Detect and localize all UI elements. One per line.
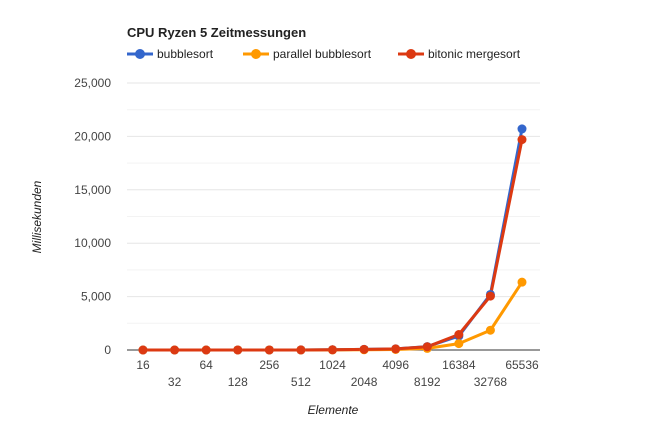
- x-tick-label: 64: [199, 358, 213, 372]
- x-tick-label: 65536: [505, 358, 539, 372]
- data-point: [201, 345, 211, 355]
- x-tick-label: 1024: [319, 358, 346, 372]
- x-tick-label: 256: [259, 358, 279, 372]
- gridlines: [127, 82, 540, 351]
- data-point: [517, 135, 527, 145]
- x-tick-label: 8192: [414, 375, 441, 389]
- data-point: [517, 124, 527, 134]
- y-tick-label: 20,000: [74, 129, 111, 143]
- data-point: [233, 345, 243, 355]
- data-point: [454, 330, 464, 340]
- legend-marker: [406, 49, 416, 59]
- y-tick-label: 25,000: [74, 76, 111, 90]
- legend-item-0: bubblesort: [127, 47, 214, 61]
- series-line-1: [143, 281, 524, 352]
- data-point: [422, 342, 432, 352]
- data-point: [454, 339, 464, 349]
- data-point: [296, 345, 306, 355]
- y-tick-label: 10,000: [74, 236, 111, 250]
- x-axis-title: Elemente: [308, 403, 359, 417]
- legend-label: parallel bubblesort: [273, 47, 372, 61]
- x-tick-label: 16: [136, 358, 150, 372]
- data-point: [485, 291, 495, 301]
- legend-item-2: bitonic mergesort: [398, 47, 521, 61]
- data-point: [328, 345, 337, 355]
- data-point: [517, 277, 527, 287]
- data-point: [391, 344, 401, 354]
- y-tick-label: 5,000: [81, 290, 111, 304]
- x-tick-label: 4096: [382, 358, 409, 372]
- legend-marker: [251, 49, 261, 59]
- legend-item-1: parallel bubblesort: [243, 47, 372, 61]
- legend-marker: [135, 49, 145, 59]
- x-tick-label: 16384: [442, 358, 476, 372]
- x-tick-label: 512: [291, 375, 311, 389]
- data-point: [170, 345, 180, 355]
- x-tick-label: 2048: [351, 375, 378, 389]
- data-point: [359, 344, 369, 354]
- x-tick-label: 128: [228, 375, 248, 389]
- x-tick-label: 32768: [474, 375, 508, 389]
- data-point: [138, 345, 148, 355]
- series-points: [138, 124, 527, 355]
- legend: bubblesort parallel bubblesort bitonic mer…: [127, 47, 521, 61]
- chart-title: CPU Ryzen 5 Zeitmessungen: [127, 25, 306, 40]
- x-tick-label: 32: [168, 375, 182, 389]
- y-axis-title: Millisekunden: [30, 180, 44, 253]
- legend-label: bubblesort: [157, 47, 214, 61]
- series-lines: [143, 128, 524, 352]
- legend-label: bitonic mergesort: [428, 47, 521, 61]
- y-tick-label: 15,000: [74, 183, 111, 197]
- data-point: [264, 345, 274, 355]
- y-axis-ticks: 0 5,000 10,000 15,000 20,000 25,000: [74, 76, 111, 357]
- series-line-2: [143, 139, 524, 352]
- y-tick-label: 0: [104, 343, 111, 357]
- data-point: [485, 325, 495, 335]
- series-line-0: [143, 128, 524, 352]
